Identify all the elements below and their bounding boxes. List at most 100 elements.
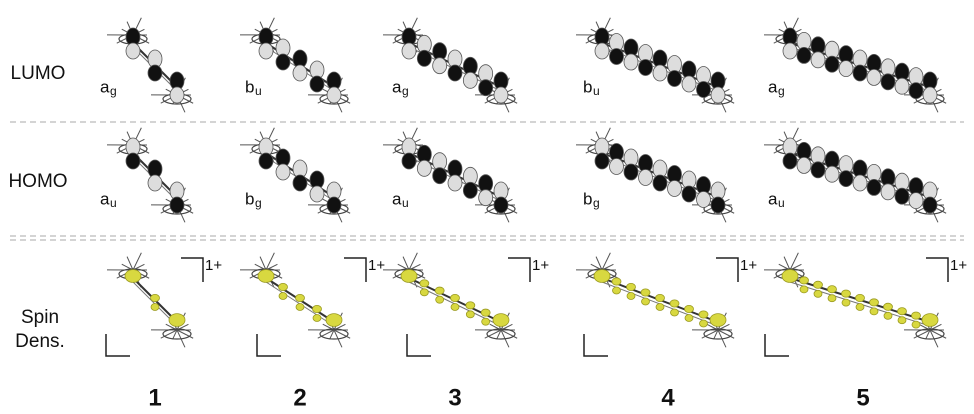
orbital-lobe xyxy=(293,175,307,191)
orbital-lobe xyxy=(170,197,184,213)
orbital-lobe xyxy=(259,153,273,169)
compound-number: 5 xyxy=(856,384,869,411)
bracket xyxy=(257,334,281,356)
row-label: Dens. xyxy=(15,331,65,352)
orbital-lobe xyxy=(276,164,290,180)
bracket xyxy=(765,334,789,356)
orbital-lobe xyxy=(811,162,825,178)
bracket xyxy=(407,334,431,356)
orbital-lobe xyxy=(433,58,447,74)
symmetry-letter: a xyxy=(100,77,110,96)
spin-lobe xyxy=(814,290,822,297)
orbital-lobe xyxy=(479,80,493,96)
charge: 1+ xyxy=(532,257,549,274)
symmetry-letter: b xyxy=(583,189,592,208)
orbital-lobe xyxy=(881,184,895,200)
orbital-lobe xyxy=(148,175,162,191)
spin-lobe xyxy=(451,294,460,301)
spin-lobe xyxy=(493,314,509,327)
row-label: Spin xyxy=(21,307,59,328)
orbital-lobe xyxy=(682,76,696,92)
orbital-lobe xyxy=(327,87,341,103)
orbital-lobe xyxy=(148,65,162,81)
spin-lobe xyxy=(420,289,428,296)
orbital-lobe xyxy=(881,74,895,90)
spin-lobe xyxy=(420,280,429,287)
orbital-lobe xyxy=(276,54,290,70)
orbital-lobe xyxy=(839,171,853,187)
spin-lobe xyxy=(710,314,726,327)
orbital-lobe xyxy=(923,87,937,103)
spin-lobe xyxy=(296,304,304,311)
orbital-lobe xyxy=(895,188,909,204)
spin-lobe xyxy=(685,315,693,322)
orbital-lobe xyxy=(711,197,725,213)
symmetry-letter: a xyxy=(100,189,110,208)
orbital-lobe xyxy=(448,175,462,191)
spin-lobe xyxy=(656,294,665,301)
orbital-lobe xyxy=(259,43,273,59)
orbital-lobe xyxy=(909,83,923,99)
spin-lobe xyxy=(296,294,305,301)
bracket xyxy=(508,258,530,282)
spin-lobe xyxy=(612,278,621,285)
spin-lobe xyxy=(671,309,679,316)
spin-lobe xyxy=(828,295,836,302)
orbital-lobe xyxy=(310,186,324,202)
spin-lobe xyxy=(326,314,342,327)
charge: 1+ xyxy=(950,257,967,274)
orbital-lobe xyxy=(310,76,324,92)
spin-lobe xyxy=(435,287,444,294)
spin-lobe xyxy=(613,287,621,294)
symmetry-subscript: u xyxy=(593,84,600,98)
orbital-lobe xyxy=(783,43,797,59)
symmetry-letter: b xyxy=(583,77,592,96)
spin-lobe xyxy=(482,318,490,325)
spin-lobe xyxy=(642,298,650,305)
spin-lobe xyxy=(898,317,906,324)
orbital-lobe xyxy=(697,82,711,98)
orbital-lobe xyxy=(417,50,431,66)
orbital-lobe xyxy=(463,72,477,88)
symmetry-letter: a xyxy=(768,77,778,96)
charge: 1+ xyxy=(205,257,222,274)
symmetry-letter: b xyxy=(245,189,254,208)
charge: 1+ xyxy=(740,257,757,274)
spin-lobe xyxy=(151,304,159,311)
spin-lobe xyxy=(912,312,921,319)
spin-lobe xyxy=(884,303,893,310)
orbital-lobe xyxy=(126,43,140,59)
orbital-lobe xyxy=(853,65,867,81)
orbital-lobe xyxy=(653,65,667,81)
orbital-lobe xyxy=(653,175,667,191)
orbital-lobe xyxy=(126,153,140,169)
orbital-lobe xyxy=(479,190,493,206)
symmetry-subscript: g xyxy=(778,84,785,98)
spin-lobe xyxy=(782,270,798,283)
spin-lobe xyxy=(594,270,610,283)
orbital-lobe xyxy=(327,197,341,213)
orbital-lobe xyxy=(494,197,508,213)
orbital-lobe xyxy=(624,164,638,180)
spin-lobe xyxy=(856,294,865,301)
spin-lobe xyxy=(627,283,636,290)
spin-lobe xyxy=(279,283,288,290)
symmetry-letter: a xyxy=(392,77,402,96)
compound-number: 3 xyxy=(448,384,461,411)
row-label: HOMO xyxy=(8,171,67,192)
spin-lobe xyxy=(466,302,475,309)
orbital-lobe xyxy=(668,181,682,197)
orbital-lobe xyxy=(867,179,881,195)
spin-lobe xyxy=(912,321,920,328)
spin-lobe xyxy=(401,270,417,283)
spin-lobe xyxy=(169,314,185,327)
compound-number: 2 xyxy=(293,384,306,411)
orbital-lobe xyxy=(595,153,609,169)
orbital-lobe xyxy=(783,153,797,169)
orbital-lobe xyxy=(448,65,462,81)
symmetry-letter: b xyxy=(245,77,254,96)
spin-lobe xyxy=(481,309,490,316)
orbital-lobe xyxy=(610,49,624,65)
spin-lobe xyxy=(313,315,321,322)
orbital-lobe xyxy=(595,43,609,59)
